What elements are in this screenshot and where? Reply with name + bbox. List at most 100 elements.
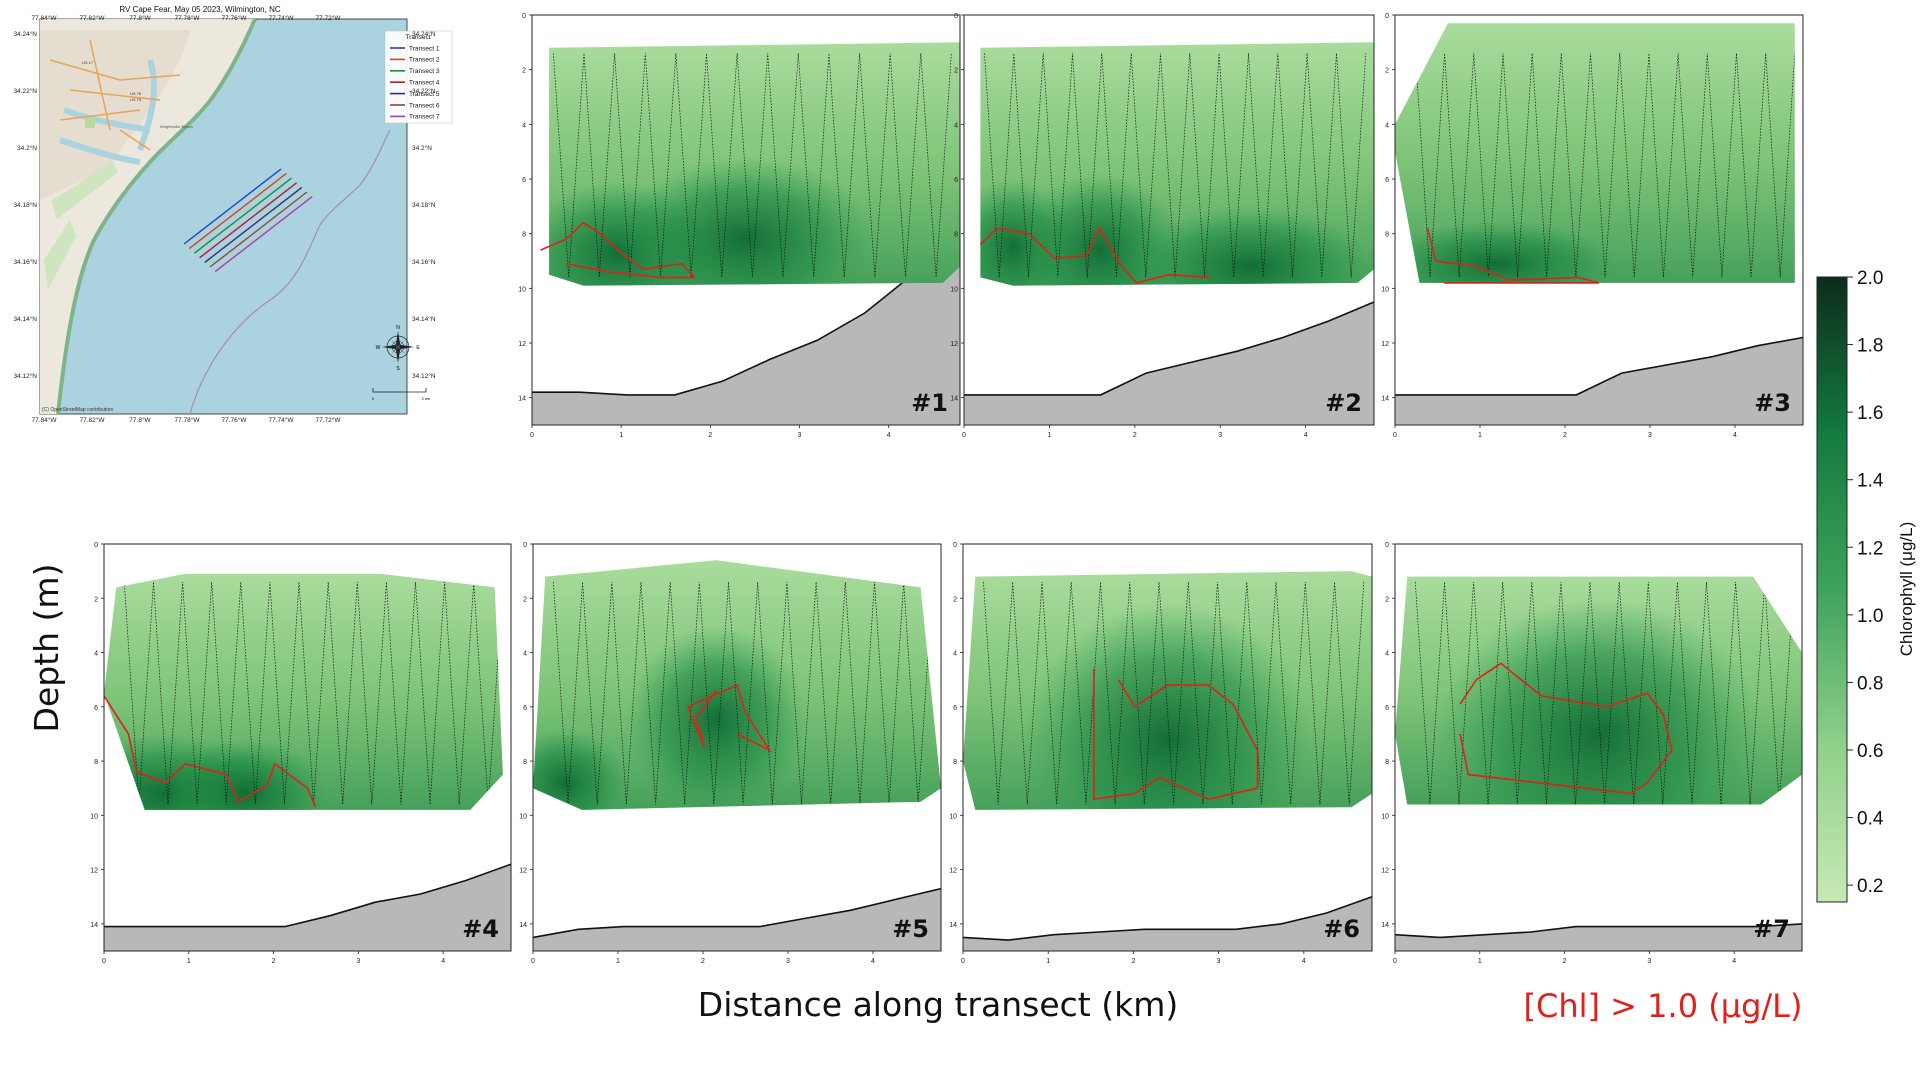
- x-tick-label: 2: [1563, 958, 1567, 965]
- x-tick-label: 4: [871, 958, 875, 965]
- bathymetry-line: [532, 254, 961, 396]
- y-tick-label: 14: [950, 396, 958, 403]
- y-tick-label: 10: [950, 286, 958, 293]
- panel-frame: [1394, 14, 1804, 426]
- legend-entry: Transect 2: [409, 57, 440, 64]
- legend-entry: Transect 6: [409, 102, 440, 109]
- map-lon-tick-top: 77.84°W: [31, 14, 57, 22]
- map-place-label: Wrightsville Beach: [160, 124, 193, 129]
- chl-threshold-contour: [1426, 228, 1600, 284]
- colorbar-tick-label: 0.6: [1857, 741, 1883, 762]
- colorbar-tick-label: 0.2: [1857, 876, 1883, 897]
- map-transect-line: [204, 186, 303, 263]
- x-tick-label: 3: [1648, 432, 1652, 439]
- y-tick-label: 8: [953, 759, 957, 766]
- map-lat-tick-left: 34.16°N: [13, 258, 37, 266]
- panel-label: #2: [1325, 389, 1362, 417]
- map-lat-tick-left: 34.18°N: [13, 201, 37, 209]
- panel-frame: [532, 543, 942, 952]
- chlorophyll-blob: [617, 157, 875, 286]
- panel-label: #7: [1753, 915, 1790, 943]
- map-lat-tick-right: 34.22°N: [412, 87, 436, 95]
- panel-frame: [962, 543, 1373, 952]
- map-lon-tick-bottom: 77.8°W: [129, 416, 151, 424]
- y-tick-label: 2: [954, 68, 958, 75]
- x-tick-label: 1: [1478, 432, 1482, 439]
- map-lon-tick-bottom: 77.76°W: [221, 416, 247, 424]
- bathymetry-area: [532, 255, 960, 425]
- profiler-track: [1414, 581, 1795, 805]
- x-tick-label: 2: [272, 958, 276, 965]
- bathymetry-line: [532, 887, 942, 939]
- x-tick-label: 1: [619, 432, 623, 439]
- map-waterway: [59, 59, 158, 165]
- x-tick-label: 2: [1563, 432, 1567, 439]
- y-tick-label: 6: [523, 705, 527, 712]
- panel-label: #4: [462, 915, 499, 943]
- legend-entry: Transect 1: [409, 45, 440, 52]
- x-tick-label: 0: [530, 432, 534, 439]
- chlorophyll-maxima: [1395, 220, 1620, 283]
- profiler-track: [553, 581, 934, 805]
- y-tick-label: 12: [1381, 341, 1389, 348]
- x-tick-label: 3: [786, 958, 790, 965]
- map-legend-title: Transect: [405, 34, 430, 41]
- x-tick-label: 4: [1732, 958, 1736, 965]
- map-lon-tick-bottom: 77.78°W: [174, 416, 200, 424]
- map-panel: RV Cape Fear, May 05 2023, Wilmington, N…: [13, 5, 453, 424]
- chl-threshold-contour: [1093, 668, 1259, 801]
- y-tick-label: 0: [953, 542, 957, 549]
- x-tick-label: 3: [1217, 958, 1221, 965]
- scale-label-start: 0: [372, 396, 375, 401]
- x-tick-label: 2: [1133, 432, 1137, 439]
- y-tick-label: 10: [90, 813, 98, 820]
- map-road-label: US 74: [130, 97, 142, 102]
- bathymetry-area: [104, 864, 511, 951]
- y-tick-label: 4: [1385, 651, 1389, 658]
- x-tick-label: 3: [356, 958, 360, 965]
- map-lon-tick-bottom: 77.72°W: [315, 416, 341, 424]
- panel-label: #1: [911, 389, 948, 417]
- map-lat-tick-left: 34.22°N: [13, 87, 37, 95]
- compass-rose-icon: N S E W: [376, 325, 421, 372]
- x-tick-label: 3: [798, 432, 802, 439]
- y-tick-label: 0: [1385, 542, 1389, 549]
- x-tick-label: 1: [616, 958, 620, 965]
- panel-label: #6: [1323, 915, 1360, 943]
- bathymetry-area: [963, 896, 1372, 951]
- x-tick-label: 1: [187, 958, 191, 965]
- legend-entry: Transect 3: [409, 68, 440, 75]
- map-lat-tick-left: 34.12°N: [13, 372, 37, 380]
- y-tick-label: 6: [1385, 705, 1389, 712]
- y-tick-label: 2: [953, 596, 957, 603]
- chl-threshold-contour: [686, 684, 772, 753]
- y-tick-label: 4: [954, 122, 958, 129]
- compass-n: N: [396, 325, 400, 331]
- map-lat-tick-right: 34.24°N: [412, 30, 436, 38]
- map-coastline: [56, 18, 257, 415]
- colorbar-tick-label: 0.8: [1857, 673, 1883, 694]
- x-tick-label: 0: [961, 958, 965, 965]
- x-tick-label: 1: [1478, 958, 1482, 965]
- colorbar-tick-label: 1.2: [1857, 538, 1883, 559]
- bathymetry-line: [1394, 923, 1803, 939]
- y-tick-label: 14: [519, 922, 527, 929]
- profiler-track: [553, 53, 952, 278]
- y-tick-label: 12: [949, 868, 957, 875]
- chlorophyll-blob: [533, 728, 627, 810]
- panel-frame: [963, 14, 1375, 426]
- map-depth-contour: [189, 129, 391, 415]
- y-tick-label: 12: [90, 868, 98, 875]
- x-tick-label: 0: [962, 432, 966, 439]
- compass-e: E: [416, 345, 420, 351]
- x-tick-label: 0: [531, 958, 535, 965]
- x-tick-label: 1: [1046, 958, 1050, 965]
- bathymetry-area: [533, 888, 941, 951]
- map-lat-tick-right: 34.14°N: [412, 315, 436, 323]
- y-tick-label: 10: [949, 813, 957, 820]
- map-lon-tick-top: 77.78°W: [174, 14, 200, 22]
- y-tick-label: 0: [94, 542, 98, 549]
